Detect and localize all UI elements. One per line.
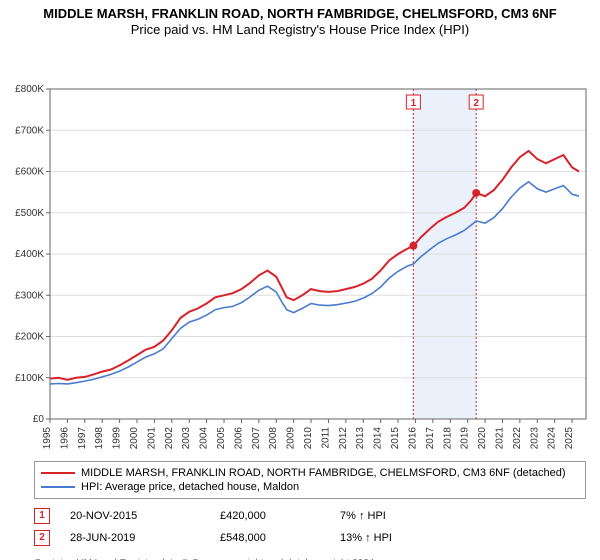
sale-row-marker: 1 — [34, 508, 50, 524]
xtick-label: 2004 — [199, 426, 210, 449]
xtick-label: 1995 — [42, 426, 53, 449]
sale-dot — [472, 188, 480, 196]
footer-line-1: Contains HM Land Registry data © Crown c… — [34, 557, 586, 560]
xtick-label: 2010 — [303, 426, 314, 449]
sale-row: 2 28-JUN-2019 £548,000 13% ↑ HPI — [34, 527, 586, 549]
ytick-label: £700K — [15, 125, 44, 136]
xtick-label: 2006 — [233, 426, 244, 449]
xtick-label: 2025 — [564, 426, 575, 449]
xtick-label: 2012 — [338, 426, 349, 449]
xtick-label: 2021 — [494, 426, 505, 449]
xtick-label: 1997 — [77, 426, 88, 449]
title-line-1: MIDDLE MARSH, FRANKLIN ROAD, NORTH FAMBR… — [0, 6, 600, 22]
sales-table: 1 20-NOV-2015 £420,000 7% ↑ HPI 2 28-JUN-2019… — [34, 505, 586, 549]
sale-dot — [409, 241, 417, 249]
ytick-label: £500K — [15, 207, 44, 218]
xtick-label: 2016 — [407, 426, 418, 449]
xtick-label: 2015 — [390, 426, 401, 449]
ytick-label: £600K — [15, 166, 44, 177]
xtick-label: 2000 — [129, 426, 140, 449]
xtick-label: 2022 — [512, 426, 523, 449]
series-hpi — [50, 181, 579, 383]
xtick-label: 2001 — [146, 426, 157, 449]
legend-row-2: HPI: Average price, detached house, Mald… — [41, 480, 579, 494]
ytick-label: £300K — [15, 290, 44, 301]
xtick-label: 2024 — [547, 426, 558, 449]
xtick-label: 2014 — [373, 426, 384, 449]
sale-row-price: £548,000 — [220, 532, 320, 544]
xtick-label: 1999 — [112, 426, 123, 449]
title-line-2: Price paid vs. HM Land Registry's House … — [0, 22, 600, 38]
ytick-label: £400K — [15, 249, 44, 260]
series-price_paid — [50, 150, 579, 379]
sale-marker-number: 2 — [473, 98, 479, 109]
xtick-label: 2002 — [164, 426, 175, 449]
xtick-label: 2013 — [355, 426, 366, 449]
chart-area: £0 £100K £200K £300K £400K £500K £600K £700K £80… — [0, 39, 600, 455]
sale-row-date: 20-NOV-2015 — [70, 510, 200, 522]
sale-marker-number: 1 — [411, 98, 417, 109]
legend-swatch-2 — [41, 486, 75, 488]
xtick-label: 2008 — [268, 426, 279, 449]
xtick-label: 2005 — [216, 426, 227, 449]
chart-title: MIDDLE MARSH, FRANKLIN ROAD, NORTH FAMBR… — [0, 0, 600, 39]
xtick-label: 2018 — [442, 426, 453, 449]
chart-frame: { "title_line1": "MIDDLE MARSH, FRANKLIN… — [0, 0, 600, 560]
xtick-label: 1996 — [59, 426, 70, 449]
xtick-label: 2009 — [286, 426, 297, 449]
legend-swatch-1 — [41, 472, 75, 474]
xtick-label: 2017 — [425, 426, 436, 449]
legend-row-1: MIDDLE MARSH, FRANKLIN ROAD, NORTH FAMBR… — [41, 466, 579, 480]
sale-row-diff: 7% ↑ HPI — [340, 510, 430, 522]
xtick-label: 2023 — [529, 426, 540, 449]
chart-svg: £0 £100K £200K £300K £400K £500K £600K £700K £80… — [0, 39, 600, 455]
ytick-label: £100K — [15, 372, 44, 383]
xtick-label: 1998 — [94, 426, 105, 449]
ytick-label: £200K — [15, 331, 44, 342]
xtick-label: 2007 — [251, 426, 262, 449]
sale-row-diff: 13% ↑ HPI — [340, 532, 430, 544]
sale-row-marker: 2 — [34, 530, 50, 546]
ytick-label: £800K — [15, 84, 44, 95]
xtick-label: 2011 — [320, 426, 331, 448]
legend-label-1: MIDDLE MARSH, FRANKLIN ROAD, NORTH FAMBR… — [81, 467, 566, 479]
footer: Contains HM Land Registry data © Crown c… — [34, 557, 586, 560]
legend-label-2: HPI: Average price, detached house, Mald… — [81, 481, 299, 493]
ytick-label: £0 — [33, 414, 45, 425]
legend: MIDDLE MARSH, FRANKLIN ROAD, NORTH FAMBR… — [34, 461, 586, 499]
xtick-label: 2020 — [477, 426, 488, 449]
sale-row: 1 20-NOV-2015 £420,000 7% ↑ HPI — [34, 505, 586, 527]
sale-row-date: 28-JUN-2019 — [70, 532, 200, 544]
xtick-label: 2019 — [460, 426, 471, 449]
sale-row-price: £420,000 — [220, 510, 320, 522]
xtick-label: 2003 — [181, 426, 192, 449]
